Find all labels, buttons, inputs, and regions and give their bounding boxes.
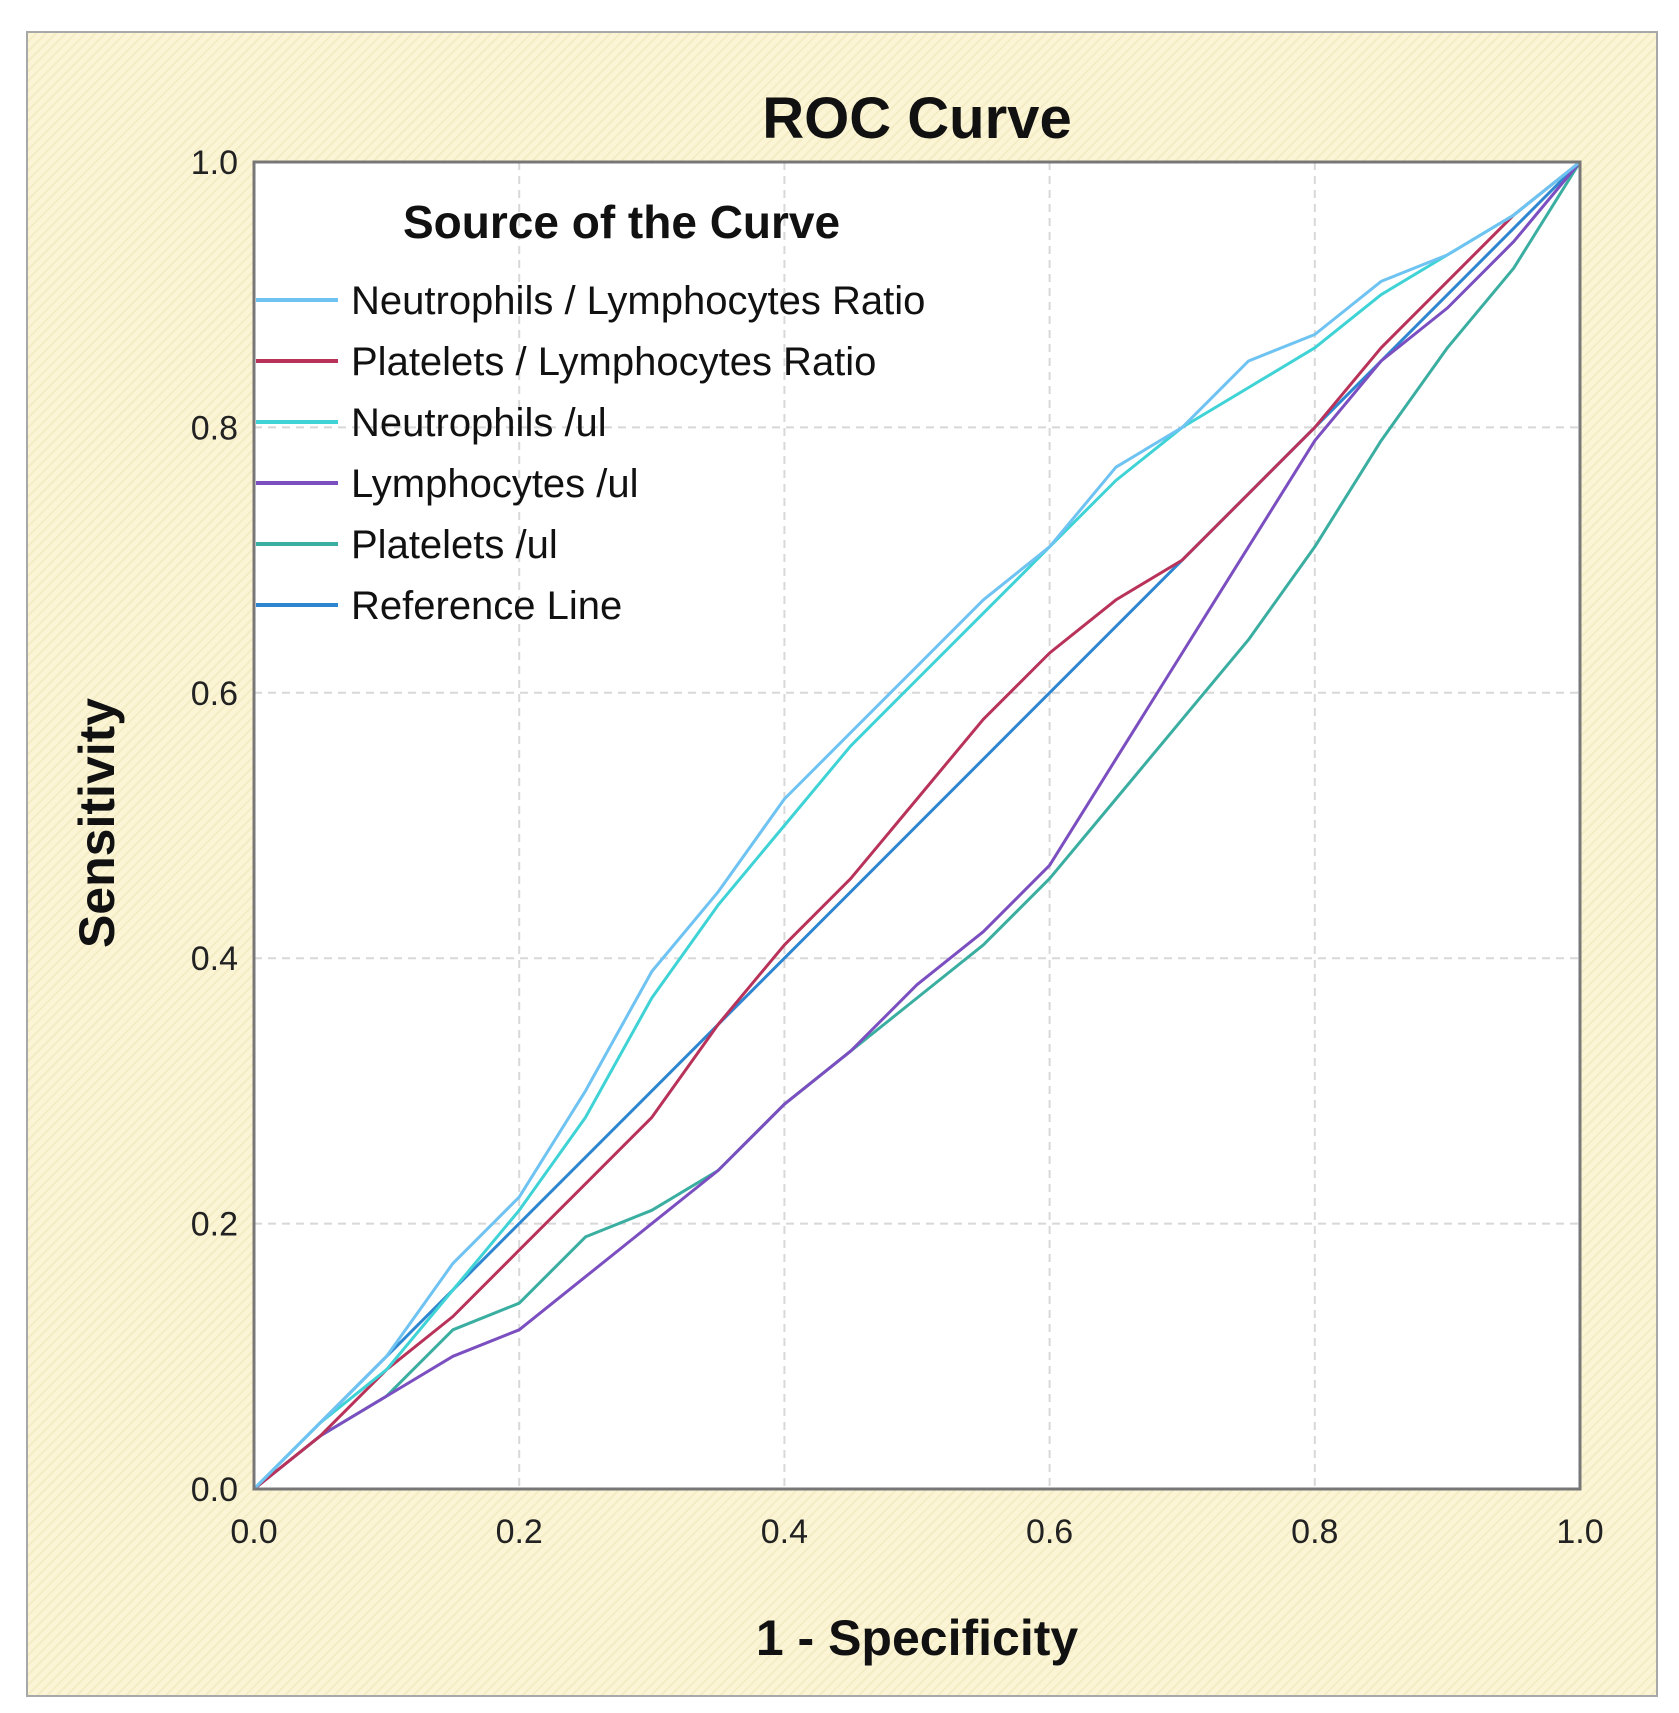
plot-border [252,160,1582,1491]
legend-label: Platelets / Lymphocytes Ratio [351,340,876,384]
legend-title: Source of the Curve [403,196,840,248]
y-tick-label: 1.0 [191,144,238,182]
series-line-neutrophils-lymphocytes-ratio [252,160,1581,1491]
legend: Source of the Curve Neutrophils / Lympho… [256,196,925,628]
series-line-platelets-lymphocytes-ratio [253,160,1581,1491]
x-tick-label: 0.4 [761,1513,808,1551]
y-tick-label: 0.2 [191,1206,238,1244]
y-tick-label: 0.6 [191,675,238,713]
x-axis-label: 1 - Specificity [756,1610,1079,1666]
x-tick-label: 0.2 [496,1513,543,1551]
x-tick-label: 1.0 [1556,1513,1603,1551]
y-tick-label: 0.8 [191,409,238,447]
chart-title: ROC Curve [762,86,1071,151]
y-tick-label: 0.4 [191,940,238,978]
legend-label: Neutrophils /ul [351,401,607,445]
series-lines [252,160,1582,1491]
legend-label: Neutrophils / Lymphocytes Ratio [351,279,925,323]
legend-label: Platelets /ul [351,523,558,567]
x-tick-label: 0.0 [230,1513,277,1551]
series-line-platelets-ul [253,161,1582,1491]
ticks: 0.0 0.2 0.4 0.6 0.8 1.0 0.0 0.2 0.4 0.6 0.8 1.0 [191,144,1604,1551]
y-axis-label: Sensitivity [69,698,125,948]
series-line-reference-line [252,160,1582,1491]
x-tick-label: 0.8 [1291,1513,1338,1551]
series-line-neutrophils-ul [252,160,1581,1491]
legend-label: Reference Line [351,584,622,628]
y-tick-label: 0.0 [191,1471,238,1509]
series-line-lymphocytes-ul [253,161,1582,1491]
x-tick-label: 0.6 [1026,1513,1073,1551]
legend-label: Lymphocytes /ul [351,462,639,506]
